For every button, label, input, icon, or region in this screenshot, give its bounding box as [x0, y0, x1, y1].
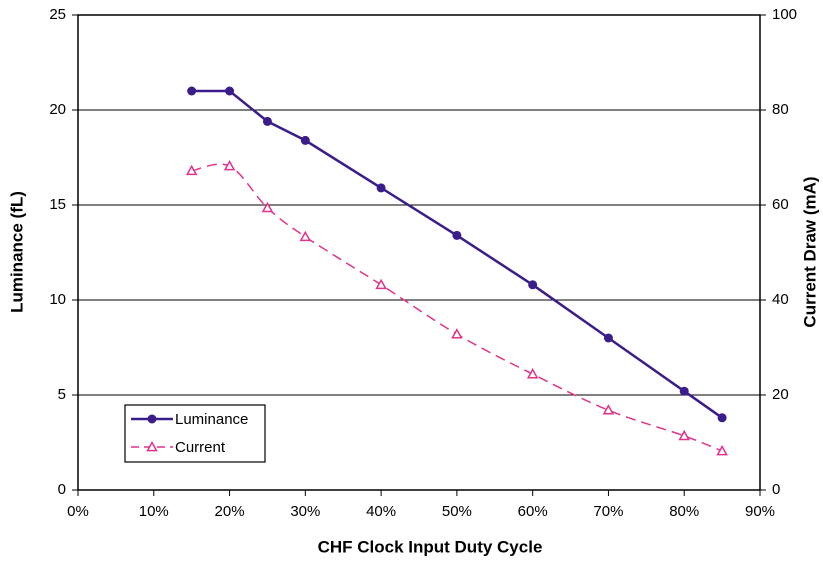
y2-tick-label: 0 — [772, 481, 780, 498]
marker — [602, 404, 615, 415]
x-tick-label: 0% — [67, 503, 89, 520]
marker — [678, 429, 690, 441]
y-tick-label: 25 — [49, 6, 66, 23]
marker — [299, 230, 312, 242]
plot-border — [77, 14, 761, 491]
y-tick-label: 0 — [58, 481, 66, 498]
series-line — [191, 163, 723, 452]
marker — [376, 183, 386, 193]
x-tick-label: 30% — [290, 503, 320, 520]
y-tick-label: 5 — [58, 386, 66, 403]
marker — [452, 230, 462, 240]
y2-tick-label: 100 — [772, 6, 797, 23]
marker — [451, 328, 463, 339]
x-tick-label: 90% — [745, 503, 775, 520]
marker — [526, 368, 539, 379]
x-tick-label: 60% — [518, 503, 548, 520]
y-tick-label: 10 — [49, 291, 66, 308]
series-line — [191, 89, 723, 419]
marker — [185, 164, 198, 176]
marker — [717, 413, 727, 423]
x-tick-label: 50% — [442, 503, 472, 520]
marker — [261, 201, 274, 213]
x-tick-label: 70% — [593, 503, 623, 520]
marker — [679, 386, 689, 396]
x-tick-label: 20% — [215, 503, 245, 520]
y2-tick-label: 40 — [772, 291, 789, 308]
marker — [187, 86, 197, 96]
y-axis-label: Luminance (fL) — [7, 191, 26, 313]
marker — [146, 440, 158, 452]
y2-axis-label: Current Draw (mA) — [800, 176, 819, 327]
legend-label: Current — [175, 439, 226, 456]
marker — [528, 280, 538, 290]
marker — [375, 278, 387, 290]
y-tick-label: 20 — [49, 101, 66, 118]
y2-tick-label: 20 — [772, 386, 789, 403]
x-axis-label: CHF Clock Input Duty Cycle — [318, 537, 543, 556]
marker — [147, 414, 157, 424]
legend-label: Luminance — [175, 411, 248, 428]
marker — [223, 160, 236, 171]
y-tick-label: 15 — [49, 196, 66, 213]
marker — [300, 135, 310, 145]
y2-tick-label: 60 — [772, 196, 789, 213]
legend-box — [124, 404, 266, 463]
y2-tick-label: 80 — [772, 101, 789, 118]
x-tick-label: 40% — [366, 503, 396, 520]
x-tick-label: 80% — [669, 503, 699, 520]
marker — [225, 86, 235, 96]
x-tick-label: 10% — [139, 503, 169, 520]
marker — [716, 445, 728, 456]
marker — [603, 333, 613, 343]
marker — [262, 116, 272, 126]
